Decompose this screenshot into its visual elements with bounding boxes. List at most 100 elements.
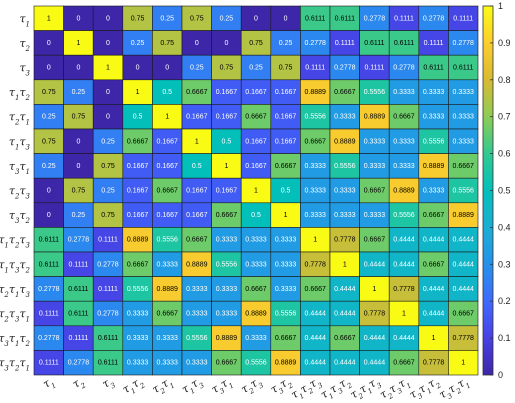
row-tick-label: τ1τ3τ2 bbox=[0, 258, 31, 274]
cell-value-label: 0.8889 bbox=[186, 261, 208, 268]
cell-value-label: 0.4444 bbox=[423, 311, 445, 318]
heatmap-cell bbox=[418, 300, 449, 327]
heatmap-cell bbox=[181, 104, 212, 130]
cell-value-label: 0.4444 bbox=[393, 261, 415, 268]
heatmap-cell bbox=[33, 251, 64, 277]
heatmap-cell bbox=[122, 128, 153, 154]
cell-value-label: 0.2778 bbox=[364, 15, 386, 22]
cell-value-label: 0.1111 bbox=[98, 286, 118, 293]
heatmap-cell bbox=[211, 153, 242, 179]
cell-value-label: 0.5 bbox=[192, 163, 202, 170]
cell-value-label: 0.6667 bbox=[216, 360, 238, 367]
heatmap-cell bbox=[448, 104, 479, 130]
cell-value-label: 0 bbox=[224, 40, 228, 47]
cell-value-label: 0.2778 bbox=[38, 335, 60, 342]
heatmap-cell bbox=[240, 300, 272, 327]
cell-value-label: 0 bbox=[76, 163, 80, 170]
cell-value-label: 0.2778 bbox=[68, 360, 90, 367]
cell-value-label: 0.25 bbox=[72, 89, 86, 96]
heatmap-cell bbox=[240, 5, 272, 31]
cell-value-label: 0.3333 bbox=[364, 138, 386, 145]
colorbar-tick-label: 0.8 bbox=[498, 75, 511, 85]
cell-value-label: 0.6667 bbox=[304, 286, 326, 293]
cell-value-label: 0.1111 bbox=[453, 15, 473, 22]
row-tick-label: τ1τ2 bbox=[9, 86, 31, 102]
cell-value-label: 0.75 bbox=[279, 65, 293, 72]
cell-value-label: 0.5 bbox=[251, 212, 261, 219]
cell-value-label: 0.25 bbox=[249, 65, 263, 72]
cell-value-label: 0.3333 bbox=[216, 286, 238, 293]
cell-value-label: 0.2778 bbox=[97, 261, 119, 268]
heatmap-cell bbox=[211, 202, 242, 228]
cell-value-label: 1 bbox=[284, 212, 288, 219]
heatmap-cell bbox=[240, 276, 272, 302]
heatmap-cell bbox=[211, 227, 242, 253]
colorbar-tick-label: 0.6 bbox=[498, 149, 511, 159]
heatmap-cell bbox=[388, 153, 420, 179]
cell-value-label: 0.8889 bbox=[304, 89, 326, 96]
cell-value-label: 0.1667 bbox=[127, 188, 149, 195]
cell-value-label: 0.3333 bbox=[216, 311, 238, 318]
heatmap-cell bbox=[240, 30, 272, 56]
heatmap-cell bbox=[388, 54, 420, 81]
heatmap-cell bbox=[300, 54, 331, 81]
cell-value-label: 0.3333 bbox=[452, 138, 474, 145]
cell-value-label: 0.4444 bbox=[334, 311, 356, 318]
column-tick-label: τ2τ3 bbox=[239, 374, 266, 399]
cell-value-label: 0.4444 bbox=[423, 237, 445, 244]
heatmap-cell bbox=[359, 104, 390, 130]
heatmap-cell bbox=[63, 202, 94, 228]
heatmap-cell bbox=[270, 128, 301, 154]
cell-value-label: 0.6111 bbox=[98, 360, 118, 367]
heatmap-cell bbox=[33, 104, 64, 130]
cell-value-label: 0 bbox=[76, 65, 80, 72]
heatmap-cell bbox=[388, 300, 420, 327]
heatmap-cell bbox=[300, 128, 331, 154]
cell-value-label: 0.8889 bbox=[364, 114, 386, 121]
cell-value-label: 0.5556 bbox=[156, 237, 178, 244]
cell-value-label: 0.6667 bbox=[393, 114, 415, 121]
heatmap-cell bbox=[300, 5, 331, 31]
row-labels: τ1τ2τ3τ1τ2τ2τ1τ1τ3τ3τ1τ2τ3τ3τ2τ1τ2τ3τ1τ3… bbox=[0, 12, 31, 372]
cell-value-label: 0.25 bbox=[160, 15, 174, 22]
heatmap-cell bbox=[152, 177, 183, 204]
heatmap-cell bbox=[240, 104, 272, 130]
cell-value-label: 0.1111 bbox=[39, 360, 59, 367]
cell-value-label: 0.4444 bbox=[334, 286, 356, 293]
cell-value-label: 1 bbox=[165, 114, 169, 121]
cell-value-label: 0.5556 bbox=[423, 138, 445, 145]
cell-value-label: 1 bbox=[343, 261, 347, 268]
cell-value-label: 0.7778 bbox=[423, 360, 445, 367]
column-tick-label: τ1τ3 bbox=[180, 374, 207, 399]
cell-value-label: 0.1111 bbox=[98, 237, 118, 244]
column-tick-label: τ3 bbox=[100, 374, 118, 393]
heatmap-cell bbox=[181, 153, 212, 179]
heatmap-cell bbox=[211, 300, 242, 327]
cell-value-label: 0.5 bbox=[133, 114, 143, 121]
heatmap-cell bbox=[388, 227, 420, 253]
cell-value-label: 0.6111 bbox=[305, 15, 325, 22]
cell-value-label: 0.3333 bbox=[393, 89, 415, 96]
heatmap-cell bbox=[300, 153, 331, 179]
heatmap-cell bbox=[33, 79, 64, 105]
cell-value-label: 0.7778 bbox=[452, 335, 474, 342]
heatmap-cell bbox=[300, 104, 331, 130]
cell-value-label: 0.6111 bbox=[98, 335, 118, 342]
cell-value-label: 0.5556 bbox=[364, 89, 386, 96]
cell-value-label: 0.4444 bbox=[364, 360, 386, 367]
heatmap-cell bbox=[33, 30, 64, 56]
heatmap-cell bbox=[240, 202, 272, 228]
cell-value-label: 0.6111 bbox=[335, 15, 355, 22]
heatmap-cell bbox=[240, 350, 272, 376]
heatmap-cell bbox=[329, 177, 360, 204]
cell-value-label: 0.3333 bbox=[127, 360, 149, 367]
cell-value-label: 0 bbox=[47, 212, 51, 219]
cell-value-label: 0.2778 bbox=[452, 40, 474, 47]
cell-value-label: 0.1111 bbox=[335, 40, 355, 47]
cell-value-label: 0.3333 bbox=[156, 360, 178, 367]
cell-value-label: 0.1667 bbox=[156, 212, 178, 219]
cell-value-label: 0.3333 bbox=[304, 188, 326, 195]
heatmap-cell bbox=[181, 54, 212, 81]
heatmap-cell bbox=[211, 104, 242, 130]
cell-value-label: 0.75 bbox=[160, 40, 174, 47]
